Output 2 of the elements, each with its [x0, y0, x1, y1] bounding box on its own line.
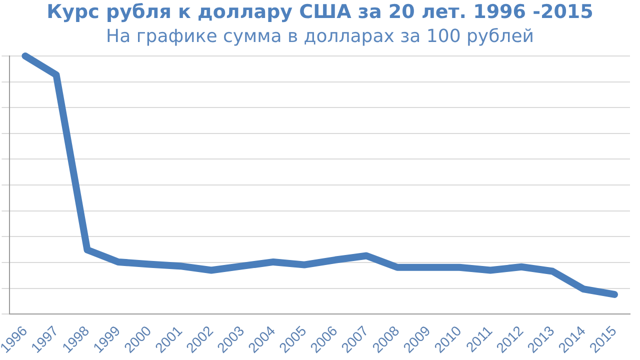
chart-title: Курс рубля к доллару США за 20 лет. 1996 -2015 [46, 0, 594, 24]
chart-subtitle: На графике сумма в долларах за 100 рублей [105, 25, 535, 49]
